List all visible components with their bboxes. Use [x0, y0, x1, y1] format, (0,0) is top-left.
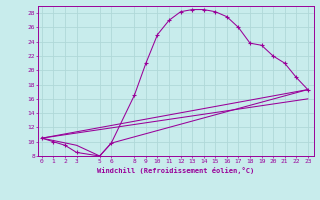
- X-axis label: Windchill (Refroidissement éolien,°C): Windchill (Refroidissement éolien,°C): [97, 167, 255, 174]
